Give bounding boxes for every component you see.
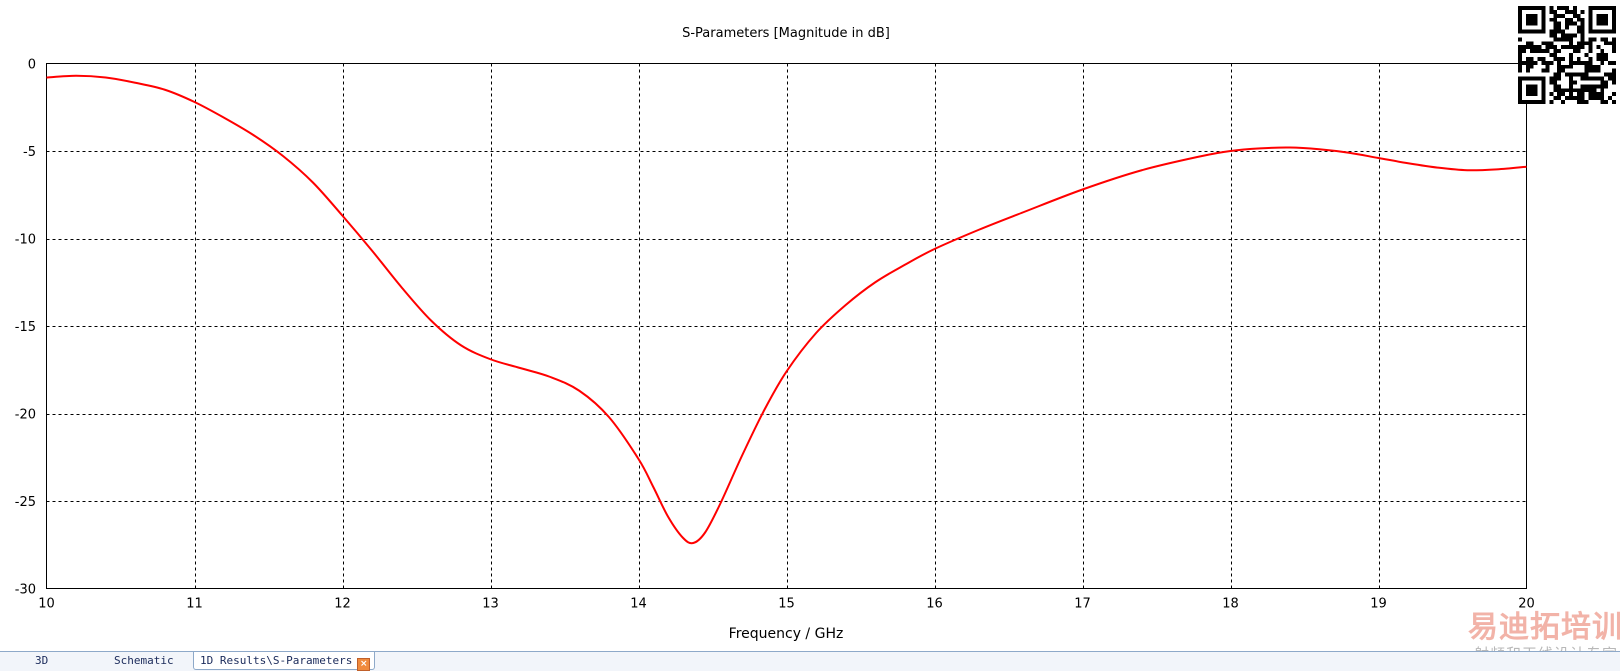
tab-label: 1D Results\S-Parameters: [200, 654, 353, 667]
close-icon[interactable]: ×: [357, 658, 371, 671]
x-tick-label: 17: [1074, 597, 1091, 612]
x-tick-label: 12: [334, 597, 351, 612]
x-tick-label: 10: [38, 597, 55, 612]
x-tick-label: 11: [186, 597, 203, 612]
y-tick-label: 0: [28, 58, 36, 73]
x-axis-label: Frequency / GHz: [729, 626, 844, 642]
x-tick-label: 16: [926, 597, 943, 612]
y-tick-label: -25: [15, 495, 36, 510]
tab-label: 3D: [35, 654, 49, 667]
tab-schematic[interactable]: Schematic: [114, 652, 174, 669]
grid-lines: [46, 63, 1527, 589]
y-tick-label: -5: [23, 145, 36, 160]
chart-title: S-Parameters [Magnitude in dB]: [682, 26, 890, 41]
series-layer: [46, 74, 1527, 545]
qr-code-icon: [1518, 6, 1616, 104]
y-tick-labels: 0 -5 -10 -15 -20 -25 -30: [15, 58, 36, 598]
series-line-s11: [46, 74, 1527, 545]
x-tick-label: 20: [1518, 597, 1535, 612]
x-tick-label: 18: [1222, 597, 1239, 612]
y-tick-label: -15: [15, 320, 36, 335]
bottom-tab-bar: 3D Schematic 1D Results\S-Parameters ×: [0, 651, 1620, 671]
watermark-main-text: 易迪拓培训: [1468, 610, 1620, 645]
y-tick-label: -10: [15, 233, 36, 248]
x-tick-label: 15: [778, 597, 795, 612]
x-tick-label: 13: [482, 597, 499, 612]
x-tick-label: 19: [1370, 597, 1387, 612]
y-tick-label: -30: [15, 583, 36, 598]
x-tick-label: 14: [630, 597, 647, 612]
y-tick-label: -20: [15, 408, 36, 423]
tab-3d[interactable]: 3D: [35, 652, 48, 669]
x-tick-labels: 10 11 12 13 14 15 16 17 18 19 20: [38, 597, 1535, 612]
plot-frame: [46, 63, 1527, 589]
s-parameters-chart: S-Parameters [Magnitude in dB] 10 11 12 13 1…: [15, 26, 1535, 642]
tab-1d-results-s-parameters[interactable]: 1D Results\S-Parameters ×: [193, 652, 376, 671]
tab-label: Schematic: [114, 654, 174, 667]
